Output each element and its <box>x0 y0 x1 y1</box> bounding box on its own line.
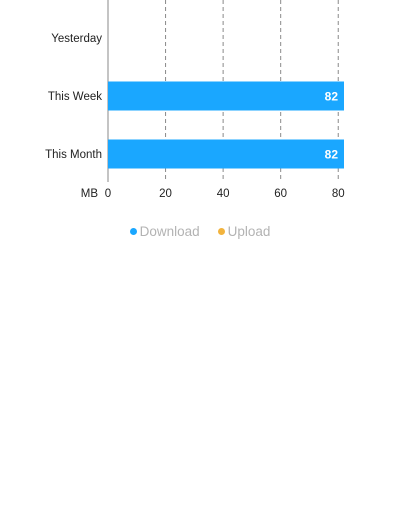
x-tick-label: 40 <box>217 188 230 200</box>
x-tick-label: 20 <box>159 188 172 200</box>
x-tick-label: 80 <box>332 188 345 200</box>
category-label: Yesterday <box>51 33 102 45</box>
x-axis-unit-label: MB <box>81 188 99 200</box>
legend-dot-download <box>129 228 137 235</box>
legend-item-upload[interactable]: Upload <box>217 224 271 239</box>
x-tick-label: 60 <box>274 188 287 200</box>
data-label: 82 <box>325 148 339 162</box>
legend-item-download[interactable]: Download <box>129 224 200 239</box>
chart-svg: Yesterday This Week This Month 82 82 0 20 40 60 8… <box>45 0 345 200</box>
legend-label-upload: Upload <box>227 224 271 239</box>
legend-label-download: Download <box>139 224 200 239</box>
legend-dot-upload <box>217 228 225 235</box>
bar-chart: Yesterday This Week This Month 82 82 0 20 40 60 8… <box>45 0 345 200</box>
bar-download <box>108 139 344 169</box>
chart-legend: Download Upload <box>0 224 400 239</box>
data-label: 82 <box>325 90 339 104</box>
category-label: This Week <box>48 91 102 103</box>
bar-download <box>108 81 344 111</box>
x-tick-label: 0 <box>105 188 111 200</box>
category-label: This Month <box>45 149 102 161</box>
